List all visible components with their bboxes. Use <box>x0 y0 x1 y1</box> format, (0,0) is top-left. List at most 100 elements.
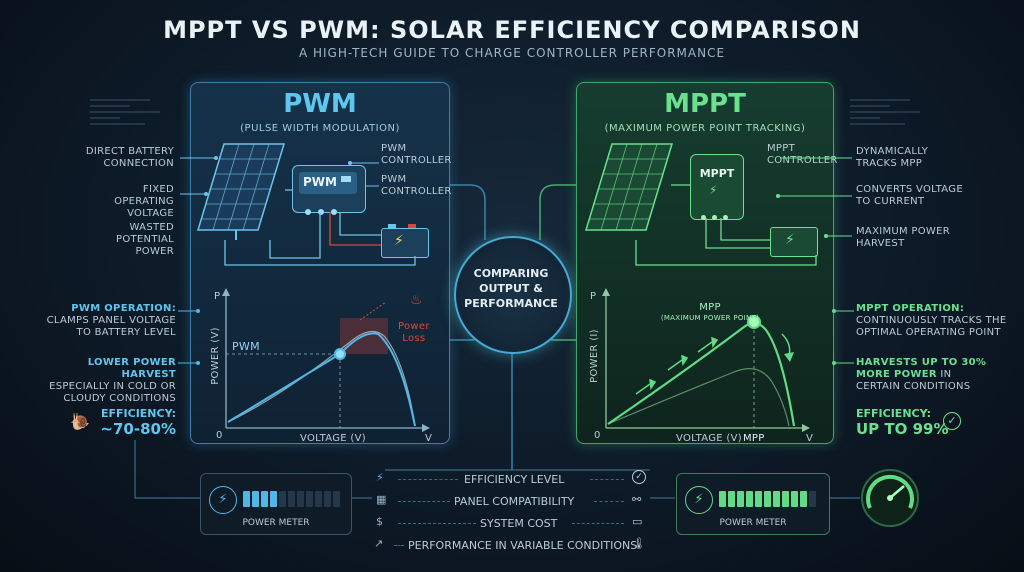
mppt-harvest: HARVESTS UP TO 30% MORE POWER IN CERTAIN… <box>856 357 987 392</box>
pwm-graph-p: P <box>214 291 221 302</box>
check-icon: ✓ <box>632 470 646 484</box>
mppt-efficiency: EFFICIENCY: UP TO 99% <box>856 407 949 438</box>
dollar-icon: $ <box>376 515 383 528</box>
page-subtitle: A HIGH-TECH GUIDE TO CHARGE CONTROLLER P… <box>298 46 726 60</box>
pwm-graph-line-label: PWM <box>232 340 260 353</box>
heat-icon: ♨ <box>410 292 423 308</box>
meter-segment <box>315 491 322 507</box>
mppt-controller: MPPT ⚡ <box>690 154 744 220</box>
pwm-meter-lightning-icon: ⚡ <box>209 486 237 514</box>
mppt-graph-xlabel: VOLTAGE (V) <box>676 433 742 444</box>
meter-segment <box>333 491 340 507</box>
meter-segment <box>728 491 735 507</box>
thermometer-icon: 🌡 <box>632 537 646 550</box>
page-title: MPPT VS PWM: SOLAR EFFICIENCY COMPARISON <box>163 16 861 44</box>
meter-segment <box>324 491 331 507</box>
meter-segment <box>297 491 304 507</box>
battery-icon: ▭ <box>632 515 643 528</box>
mppt-meter-lightning-icon: ⚡ <box>685 486 713 514</box>
pwm-label-wasted-power: WASTED POTENTIAL POWER <box>116 222 174 257</box>
meter-segment <box>719 491 726 507</box>
mppt-side-leaders <box>832 309 854 365</box>
pwm-side-leaders <box>178 309 200 365</box>
check-circle-icon: ✓ <box>943 412 961 430</box>
meter-segment <box>288 491 295 507</box>
pwm-controller: PWM <box>292 165 366 215</box>
mppt-wiring <box>635 184 817 266</box>
lightning-icon: ⚡ <box>376 471 384 484</box>
pwm-graph-origin: 0 <box>216 430 223 441</box>
mppt-meter-label: POWER METER <box>719 518 787 528</box>
panel-icon: ▦ <box>376 493 387 506</box>
center-comparison-circle <box>454 236 572 354</box>
mppt-label-converts: CONVERTS VOLTAGE TO CURRENT <box>856 184 963 207</box>
pwm-operation: PWM OPERATION: CLAMPS PANEL VOLTAGE TO BA… <box>46 303 176 338</box>
pwm-title: PWM <box>283 89 357 119</box>
mppt-label-tracks: DYNAMICALLY TRACKS MPP <box>856 146 929 169</box>
pwm-left-leaders <box>180 156 218 196</box>
mppt-graph <box>602 288 810 432</box>
pwm-label-fixed-voltage: FIXED OPERATING VOLTAGE <box>114 184 174 219</box>
pwm-controller-label-2: PWM CONTROLLER <box>381 174 452 197</box>
meter-segment <box>773 491 780 507</box>
pwm-controller-text: PWM <box>303 175 337 189</box>
left-decor-bars <box>90 99 160 125</box>
pwm-graph-xlabel: VOLTAGE (V) <box>300 433 366 444</box>
comparison-row: $ SYSTEM COST ▭ <box>376 515 643 530</box>
meter-segment <box>737 491 744 507</box>
pwm-battery-icon: ⚡ <box>381 228 429 258</box>
pwm-subtitle: (PULSE WIDTH MODULATION) <box>240 123 400 134</box>
mppt-solar-panel-icon <box>584 143 674 231</box>
meter-segment <box>243 491 250 507</box>
pwm-power-meter: ⚡ POWER METER <box>200 473 352 535</box>
gauge-icon <box>861 469 919 527</box>
pwm-graph: ♨ <box>222 288 430 432</box>
pwm-graph-ylabel: POWER (V) <box>210 327 221 385</box>
snail-icon: 🐌 <box>70 412 90 431</box>
meter-segment <box>809 491 816 507</box>
mppt-battery-icon: ⚡ <box>770 227 818 257</box>
comparison-row: ▦ PANEL COMPATIBILITY ⚯ <box>376 493 642 508</box>
meter-segment <box>791 491 798 507</box>
mppt-graph-ylabel: POWER (I) <box>589 329 600 383</box>
meter-segment <box>279 491 286 507</box>
mppt-lightning-icon: ⚡ <box>709 183 718 197</box>
mppt-mpp-label: MPP (MAXIMUM POWER POINT) <box>660 302 760 322</box>
mppt-controller-label: MPPT CONTROLLER <box>767 143 838 166</box>
meter-segment <box>764 491 771 507</box>
mppt-title: MPPT <box>664 89 746 119</box>
meter-segment <box>755 491 762 507</box>
mppt-graph-mpp-x: MPP <box>743 433 765 444</box>
meter-segment <box>270 491 277 507</box>
meter-segment <box>261 491 268 507</box>
mppt-power-meter: ⚡ POWER METER <box>676 473 830 535</box>
pwm-efficiency: EFFICIENCY: ~70-80% <box>100 407 176 438</box>
pwm-graph-xend: V <box>425 433 433 444</box>
right-decor-bars <box>850 99 920 125</box>
mppt-right-leaders <box>776 157 852 238</box>
mppt-label-harvest: MAXIMUM POWER HARVEST <box>856 226 950 249</box>
pwm-meter-bar <box>243 491 343 507</box>
mppt-controller-text: MPPT <box>699 167 735 180</box>
meter-segment <box>252 491 259 507</box>
pwm-label-direct-battery: DIRECT BATTERY CONNECTION <box>85 146 174 169</box>
comparison-row: ⚡ EFFICIENCY LEVEL ✓ <box>372 470 650 489</box>
pwm-wiring <box>224 189 416 266</box>
pwm-solar-panel-icon <box>196 143 286 240</box>
mppt-subtitle: (MAXIMUM POWER POINT TRACKING) <box>604 123 806 134</box>
meter-segment <box>800 491 807 507</box>
meter-segment <box>306 491 313 507</box>
pwm-meter-label: POWER METER <box>242 518 310 528</box>
comparison-list: ⚡ EFFICIENCY LEVEL ✓ ▦ PANEL COMPATIBILI… <box>366 465 656 557</box>
mppt-graph-origin: 0 <box>594 430 601 441</box>
mppt-graph-xend: V <box>806 433 814 444</box>
pwm-controller-leaders <box>348 161 379 187</box>
center-text: COMPARING OUTPUT & PERFORMANCE <box>464 267 558 310</box>
pwm-harvest: LOWER POWER HARVEST ESPECIALLY IN COLD O… <box>49 357 176 404</box>
comparison-row: ↗ PERFORMANCE IN VARIABLE CONDITIONS 🌡 <box>374 537 646 552</box>
meter-segment <box>782 491 789 507</box>
link-icon: ⚯ <box>632 493 642 506</box>
meter-segment <box>746 491 753 507</box>
pwm-controller-label: PWM CONTROLLER <box>381 143 452 166</box>
